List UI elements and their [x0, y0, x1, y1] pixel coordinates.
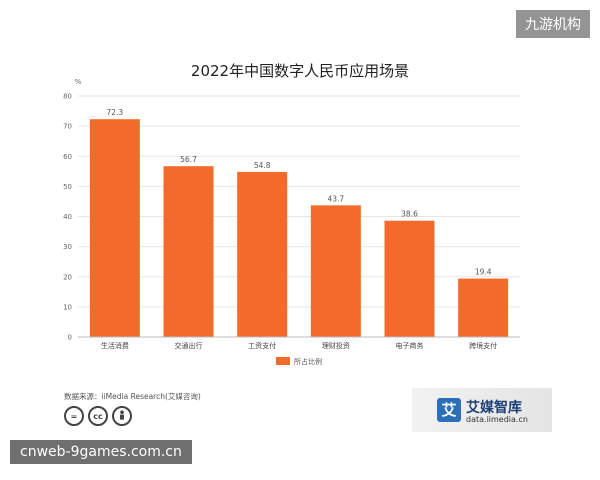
bars [89, 119, 509, 337]
y-axis-unit-label: % [75, 78, 82, 86]
x-tick-label: 工资支付 [248, 341, 276, 350]
source-note: 数据来源：iiMedia Research(艾媒咨询) [64, 392, 201, 401]
gridlines [78, 95, 520, 308]
y-tick-label: 0 [68, 334, 72, 342]
y-tick-label: 10 [63, 303, 72, 311]
y-tick-label: 70 [63, 123, 72, 131]
bar [384, 220, 435, 337]
y-tick-label: 40 [63, 213, 72, 221]
legend: 所占比例 [276, 357, 322, 366]
bar [237, 171, 288, 337]
data-labels: 72.3 56.7 54.8 43.7 38.6 19.4 [106, 108, 491, 276]
y-tick-label: 80 [63, 93, 72, 101]
x-tick-label: 跨境支付 [469, 341, 497, 350]
data-label: 38.6 [401, 210, 418, 219]
x-tick-label: 理财投资 [322, 341, 350, 350]
bar [458, 278, 509, 337]
brand-banner [412, 388, 552, 432]
y-tick-label: 50 [63, 183, 72, 191]
y-tick-label: 30 [63, 243, 72, 251]
license-icons: = cc [64, 406, 132, 426]
person-icon [112, 406, 132, 426]
watermark-bottom-left: cnweb-9games.com.cn [10, 440, 192, 464]
y-tick-label: 60 [63, 153, 72, 161]
data-label: 19.4 [475, 268, 492, 277]
x-tick-label: 电子商务 [396, 341, 424, 350]
watermark-top-right: 九游机构 [516, 10, 590, 38]
legend-label: 所占比例 [294, 357, 322, 366]
x-tick-label: 生活消费 [101, 341, 129, 350]
data-label: 72.3 [106, 108, 123, 117]
bar [89, 119, 140, 337]
bar [163, 166, 214, 337]
bar [310, 205, 361, 337]
equals-icon: = [64, 406, 84, 426]
brand-url: data.iimedia.cn [466, 415, 528, 424]
x-tick-label: 交通出行 [175, 341, 203, 350]
data-label: 54.8 [254, 161, 271, 170]
x-axis-ticks: 生活消费 交通出行 工资支付 理财投资 电子商务 跨境支付 [101, 341, 497, 350]
data-label: 56.7 [180, 155, 197, 164]
data-label: 43.7 [327, 194, 344, 203]
brand-logo-icon: 艾 [437, 398, 461, 422]
cc-icon: cc [88, 406, 108, 426]
legend-swatch [276, 357, 290, 365]
brand-name: 艾媒智库 [466, 400, 522, 416]
y-axis-ticks: 0 10 20 30 40 50 60 70 80 [63, 93, 72, 342]
y-tick-label: 20 [63, 273, 72, 281]
chart-title: 2022年中国数字人民币应用场景 [191, 62, 409, 80]
